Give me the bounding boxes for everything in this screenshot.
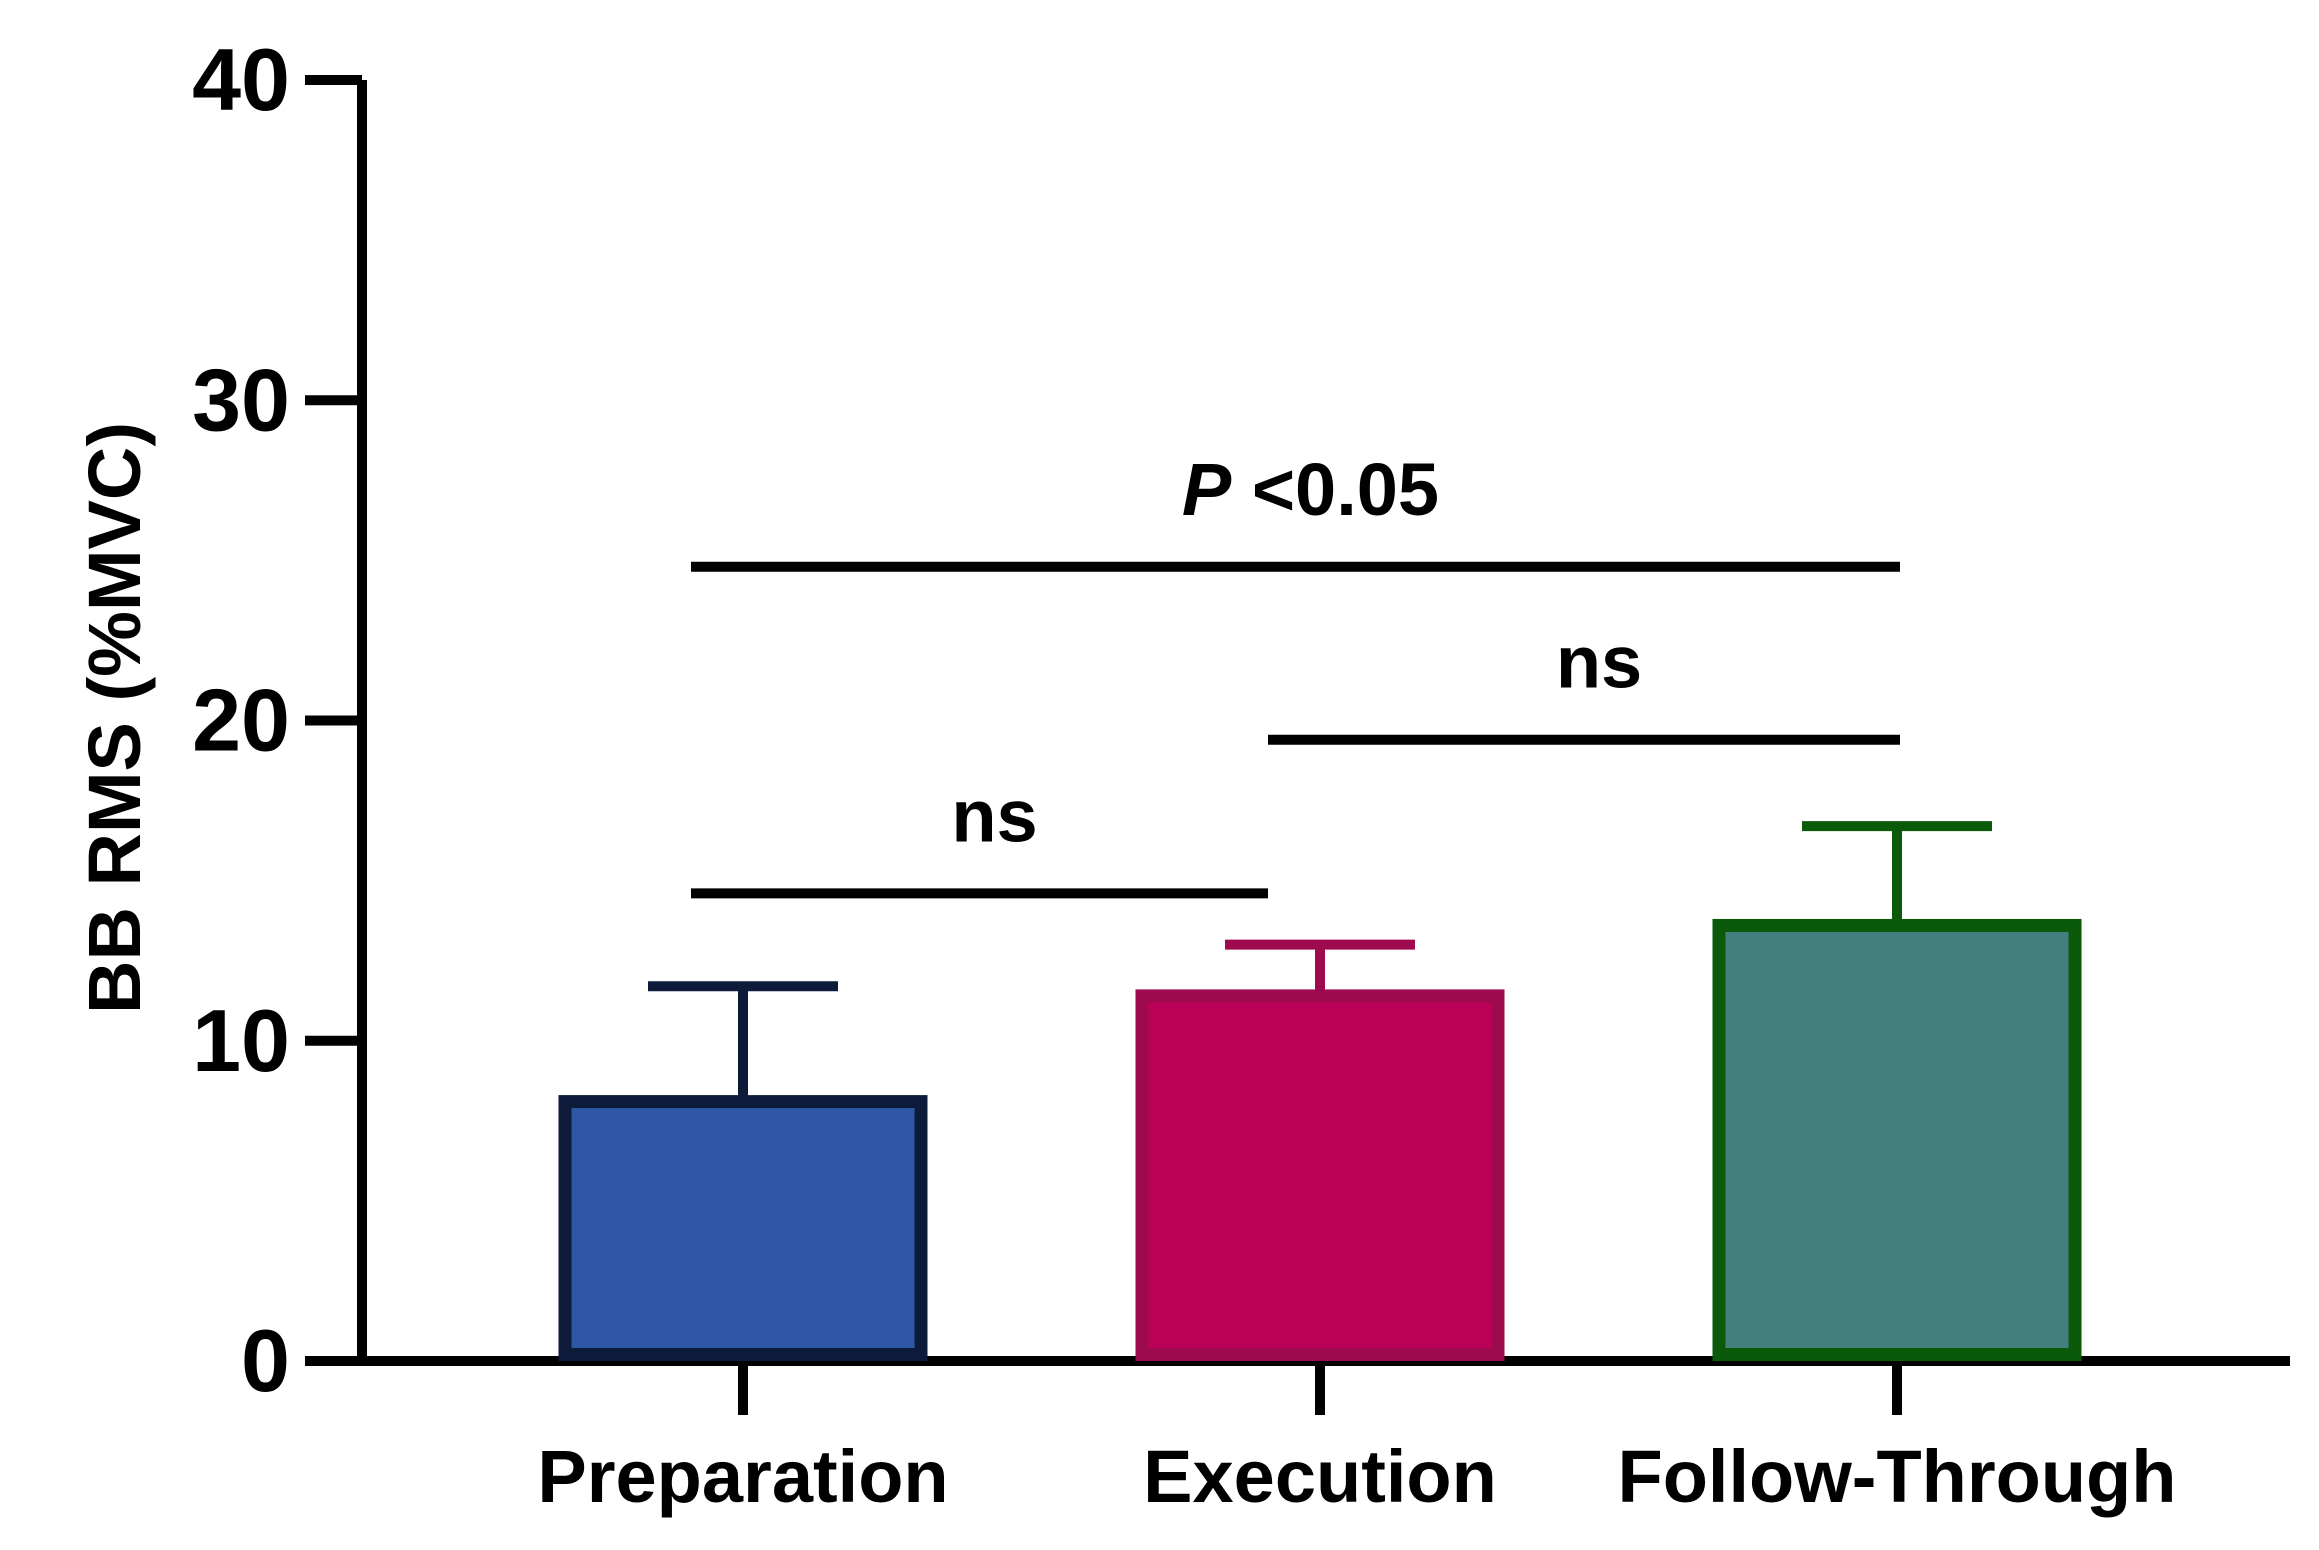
y-tick-label: 30: [192, 350, 290, 449]
bars: [558, 821, 2082, 1362]
x-tick-label: Execution: [1143, 1435, 1497, 1518]
significance-label: P <0.05: [1182, 448, 1439, 531]
x-tick-label: Follow-Through: [1618, 1435, 2177, 1518]
x-axis: Preparation Execution Follow-Through: [357, 1356, 2290, 1518]
y-axis: 0 10 20 30 40: [192, 30, 367, 1410]
y-tick-label: 20: [192, 671, 290, 770]
bar: [1135, 989, 1505, 1361]
significance-label: ns: [951, 774, 1037, 857]
y-tick-label: 10: [192, 991, 290, 1090]
bar: [1712, 918, 2082, 1362]
y-tick-label: 40: [192, 30, 290, 129]
x-tick-label: Preparation: [537, 1435, 948, 1518]
y-axis-label: BB RMS (%MVC): [73, 422, 156, 1014]
y-tick-label: 0: [241, 1311, 290, 1410]
bar: [558, 1095, 928, 1362]
significance-label: ns: [1556, 621, 1642, 704]
significance-brackets: ns ns P <0.05: [691, 448, 1900, 899]
